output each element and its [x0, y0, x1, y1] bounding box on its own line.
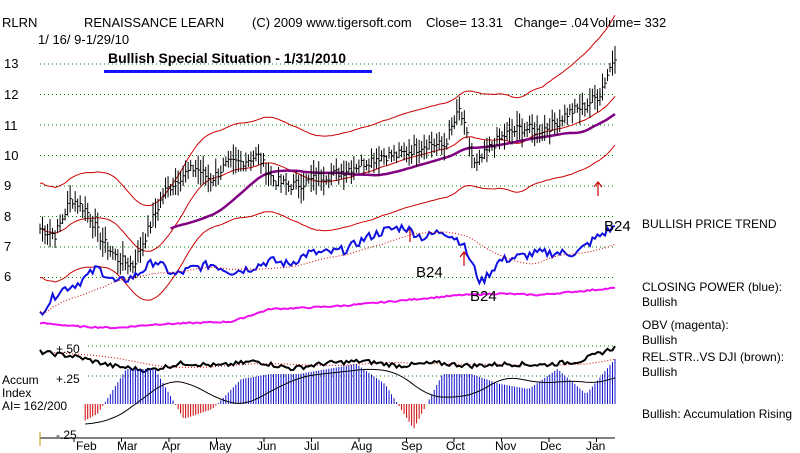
accum-title: Accum — [2, 373, 39, 387]
x-tick-label: Jan — [586, 439, 606, 453]
b24-label-mid: B24 — [416, 264, 443, 281]
rel-strength-value: Bullish — [642, 365, 678, 379]
accum-plus50: +.50 — [56, 342, 80, 356]
closing-power-value: Bullish — [642, 295, 678, 309]
accum-ma-line — [85, 368, 616, 425]
accum-ai: AI= 162/200 — [2, 399, 68, 413]
banner-underline — [104, 70, 372, 73]
up-arrow — [593, 181, 603, 196]
banner-title: Bullish Special Situation - 1/31/2010 — [108, 50, 347, 66]
x-tick-label: Sep — [401, 439, 423, 453]
short-moving-average — [39, 96, 616, 252]
change-value: Change= .04 — [514, 15, 589, 30]
y-tick-label: 7 — [4, 239, 12, 254]
closing-power-line — [39, 222, 615, 317]
x-tick-label: Oct — [446, 439, 465, 453]
y-tick-label: 12 — [4, 87, 19, 102]
y-tick-label: 6 — [4, 269, 12, 284]
long-moving-average — [170, 113, 616, 230]
accum-subtitle: Index — [2, 386, 32, 400]
closing-power-title: CLOSING POWER (blue): — [642, 280, 783, 294]
b24-label-top: B24 — [604, 218, 631, 235]
company-name: RENAISSANCE LEARN — [84, 15, 225, 30]
close-value: Close= 13.31 — [426, 15, 503, 30]
lower-band — [39, 144, 616, 301]
x-tick-label: May — [209, 439, 232, 453]
obv-value: Bullish — [642, 333, 678, 347]
x-tick-label: Jul — [304, 439, 320, 453]
x-tick-label: Jun — [257, 439, 277, 453]
closing-power-ma — [39, 231, 616, 314]
x-tick-label: Nov — [495, 439, 517, 453]
b24-label-obv: B24 — [470, 288, 497, 305]
accum-minus25: -.25 — [56, 428, 77, 442]
y-tick-label: 11 — [4, 118, 18, 133]
accum-plus25: +.25 — [56, 372, 80, 386]
accum-status: Bullish: Accumulation Rising — [642, 407, 793, 421]
x-tick-label: Aug — [351, 439, 373, 453]
x-tick-label: Feb — [76, 439, 97, 453]
volume-value: Volume= 332 — [590, 15, 667, 30]
y-tick-label: 9 — [4, 178, 12, 193]
rel-strength-title: REL.STR..VS DJI (brown): — [642, 350, 785, 364]
copyright: (C) 2009 www.tigersoft.com — [252, 15, 412, 30]
obv-line — [39, 286, 616, 330]
x-tick-label: Mar — [117, 439, 138, 453]
trend-label: BULLISH PRICE TREND — [642, 217, 777, 231]
y-tick-label: 13 — [4, 56, 19, 71]
x-tick-label: Apr — [162, 439, 181, 453]
y-tick-label: 8 — [4, 209, 12, 224]
date-range: 1/ 16/ 9-1/29/10 — [38, 32, 130, 47]
obv-title: OBV (magenta): — [642, 318, 729, 332]
y-tick-label: 10 — [4, 148, 19, 163]
x-tick-label: Dec — [540, 439, 562, 453]
upper-band — [39, 15, 616, 207]
rel-strength-line — [39, 345, 616, 374]
symbol: RLRN — [2, 15, 38, 30]
